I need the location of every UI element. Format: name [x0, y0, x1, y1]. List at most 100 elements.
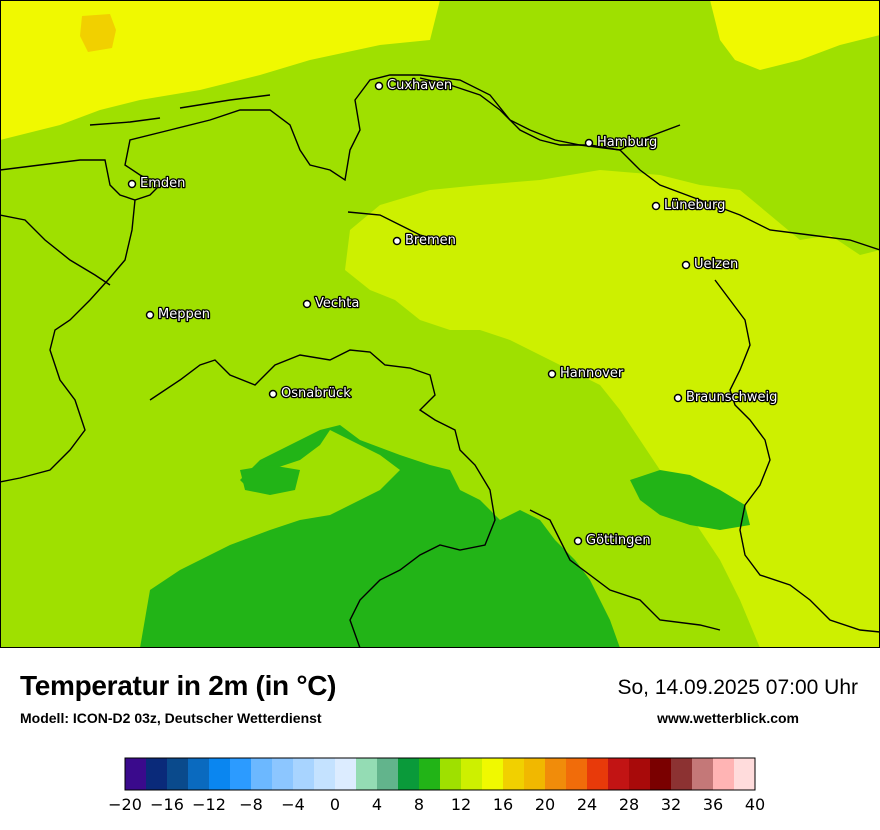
city-bremen: Bremen — [392, 232, 457, 249]
color-scale-swatch — [251, 758, 273, 790]
city-uelzen: Uelzen — [681, 256, 739, 273]
color-scale-tick-label: −8 — [239, 795, 263, 814]
color-scale-tick-label: −20 — [108, 795, 142, 814]
color-scale-tick-label: 28 — [619, 795, 639, 814]
city-label: Emden — [140, 176, 185, 191]
color-scale-swatch — [692, 758, 714, 790]
city-dot — [573, 536, 583, 546]
city-goettingen: Göttingen — [573, 532, 652, 549]
city-dot — [547, 369, 557, 379]
color-scale-tick-label: 16 — [493, 795, 513, 814]
city-dot — [584, 138, 594, 148]
color-scale-tick-label: 20 — [535, 795, 555, 814]
website-link[interactable]: www.wetterblick.com — [657, 710, 799, 726]
color-scale-swatch — [398, 758, 420, 790]
city-label: Bremen — [405, 233, 456, 248]
city-braunschweig: Braunschweig — [673, 389, 779, 406]
southern-cool-region — [140, 425, 620, 648]
color-scale-swatch — [482, 758, 504, 790]
color-scale-tick-label: −16 — [150, 795, 184, 814]
state-border-south — [149, 349, 496, 648]
color-scale-tick-label: 12 — [451, 795, 471, 814]
color-scale-swatch — [461, 758, 483, 790]
eastern-warm-patch — [815, 455, 880, 520]
weser-river — [347, 211, 441, 241]
color-scale-frame — [124, 757, 756, 791]
city-label: Braunschweig — [686, 390, 777, 405]
city-dot — [673, 393, 683, 403]
color-scale-swatch — [293, 758, 315, 790]
offshore-island-2 — [179, 94, 271, 109]
temperature-map: Cuxhaven Hamburg Emden Lüneburg Bremen U… — [0, 0, 880, 648]
city-dot — [681, 260, 691, 270]
color-scale-swatch — [209, 758, 231, 790]
city-label: Uelzen — [694, 257, 738, 272]
color-scale-swatch — [377, 758, 399, 790]
harz-cool-region — [630, 470, 750, 530]
northeast-warm-region — [710, 0, 880, 70]
color-scale-tick-label: 40 — [745, 795, 765, 814]
city-label: Meppen — [158, 307, 210, 322]
color-scale-swatch — [629, 758, 651, 790]
city-hamburg: Hamburg — [584, 134, 659, 151]
color-scale-swatch — [230, 758, 252, 790]
city-label: Cuxhaven — [387, 78, 452, 93]
color-scale-tick-label: 8 — [414, 795, 424, 814]
coastline — [0, 74, 681, 201]
color-scale-swatch — [671, 758, 693, 790]
color-scale-swatch — [545, 758, 567, 790]
color-scale-swatch — [587, 758, 609, 790]
city-cuxhaven: Cuxhaven — [374, 77, 453, 94]
city-meppen: Meppen — [145, 306, 211, 323]
city-dot — [374, 81, 384, 91]
city-label: Vechta — [315, 296, 359, 311]
city-lueneburg: Lüneburg — [651, 197, 727, 214]
city-dot — [145, 310, 155, 320]
color-scale-tick-label: 32 — [661, 795, 681, 814]
forecast-datetime: So, 14.09.2025 07:00 Uhr — [617, 676, 858, 699]
color-scale-swatch — [146, 758, 168, 790]
color-scale-tick-label: 0 — [330, 795, 340, 814]
city-dot — [392, 236, 402, 246]
city-hannover: Hannover — [547, 365, 625, 382]
warm-speck — [80, 14, 116, 52]
city-emden: Emden — [127, 175, 187, 192]
east-border — [714, 279, 880, 633]
color-scale-swatch — [188, 758, 210, 790]
city-label: Hamburg — [597, 135, 657, 150]
central-mild-region — [345, 170, 880, 648]
map-footer: Temperatur in 2m (in °C) Modell: ICON-D2… — [0, 648, 880, 830]
color-scale-ticks: −20 −16 −12 −8 −4 0 4 8 12 16 20 24 28 32 36 40 — [108, 795, 765, 814]
color-scale-swatch — [356, 758, 378, 790]
west-cool-patch — [240, 465, 300, 495]
city-label: Lüneburg — [664, 198, 725, 213]
city-markers: Cuxhaven Hamburg Emden Lüneburg Bremen U… — [127, 77, 779, 549]
color-scale-swatch — [566, 758, 588, 790]
color-scale-swatch — [608, 758, 630, 790]
city-label: Göttingen — [586, 533, 651, 548]
color-scale-swatch — [419, 758, 441, 790]
color-scale-swatch — [314, 758, 336, 790]
city-label: Osnabrück — [281, 386, 351, 401]
color-scale-swatch — [167, 758, 189, 790]
model-source: Modell: ICON-D2 03z, Deutscher Wetterdie… — [20, 710, 322, 726]
color-scale-swatch — [650, 758, 672, 790]
city-dot — [268, 389, 278, 399]
color-scale-swatch — [503, 758, 525, 790]
color-scale-swatch — [335, 758, 357, 790]
offshore-island-1 — [89, 117, 161, 126]
border-lines — [0, 74, 880, 648]
color-scale-swatch — [272, 758, 294, 790]
elbe-river — [419, 77, 880, 251]
color-scale-tick-label: −12 — [192, 795, 226, 814]
color-scale-swatches — [125, 758, 756, 790]
nl-border — [0, 214, 111, 286]
city-vechta: Vechta — [302, 295, 361, 312]
map-title: Temperatur in 2m (in °C) — [20, 670, 337, 701]
color-scale-swatch — [440, 758, 462, 790]
color-scale-tick-label: 24 — [577, 795, 597, 814]
color-scale-tick-label: −4 — [281, 795, 305, 814]
city-osnabrueck: Osnabrück — [268, 385, 352, 402]
city-label: Hannover — [560, 366, 624, 381]
ems-border — [0, 199, 136, 483]
